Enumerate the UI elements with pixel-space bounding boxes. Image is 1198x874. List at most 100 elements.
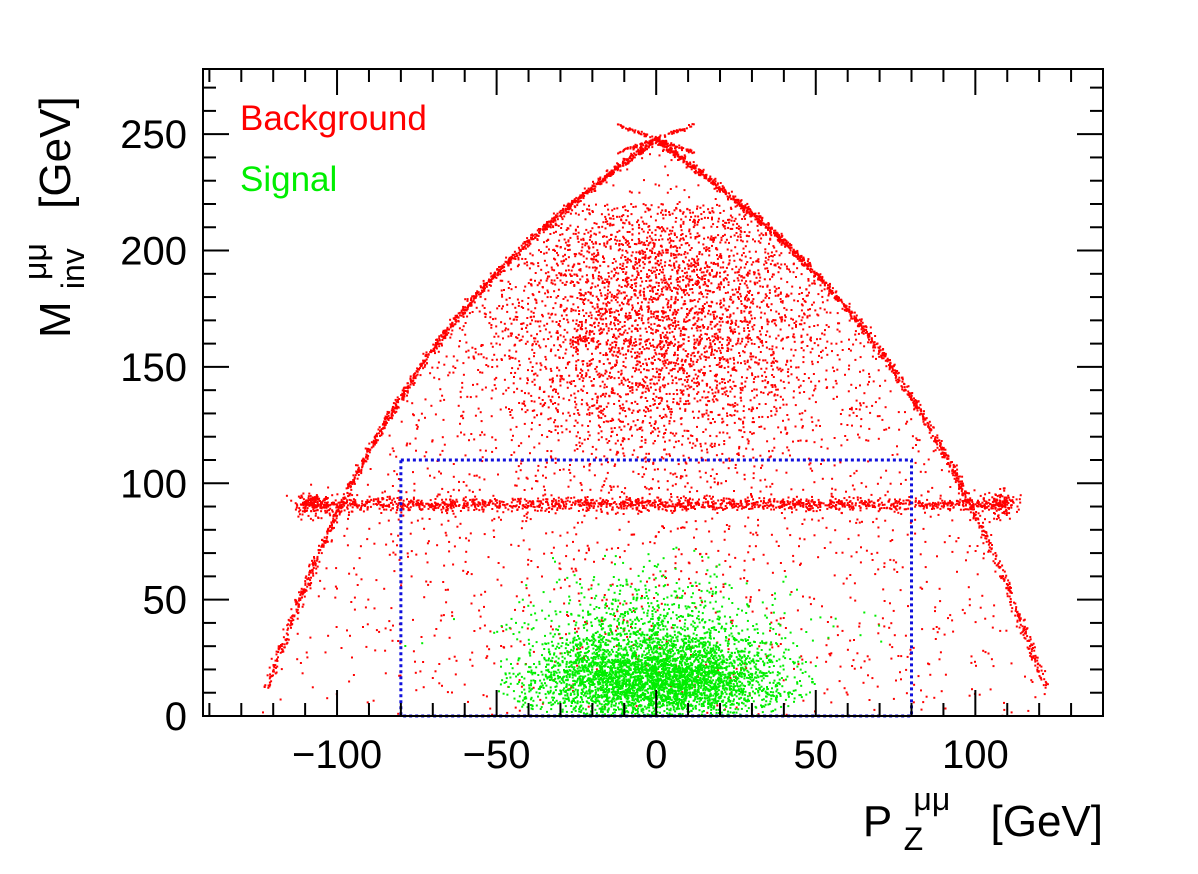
background-point (384, 504, 387, 507)
background-point (983, 504, 986, 507)
background-point (711, 517, 714, 520)
background-point (608, 308, 611, 311)
background-point (740, 203, 743, 206)
background-point (859, 509, 862, 512)
background-point (949, 509, 951, 512)
background-point (557, 403, 560, 406)
background-point (561, 262, 564, 265)
background-point (275, 653, 278, 656)
background-point (941, 456, 944, 459)
background-point (668, 392, 671, 395)
background-point (733, 500, 736, 503)
background-point (899, 502, 902, 504)
background-point (309, 494, 312, 497)
background-point (661, 508, 664, 511)
background-point (492, 277, 495, 280)
background-point (527, 501, 530, 504)
background-point (651, 140, 654, 143)
background-point (325, 496, 327, 498)
background-point (301, 605, 304, 608)
background-point (594, 189, 597, 192)
background-point (918, 406, 921, 409)
background-point (673, 154, 676, 157)
background-point (776, 500, 779, 503)
background-point (511, 497, 514, 500)
background-point (694, 166, 697, 169)
background-point (592, 507, 595, 509)
background-point (312, 567, 315, 569)
background-point (738, 286, 741, 289)
background-point (492, 274, 495, 277)
background-point (1001, 511, 1004, 514)
background-point (536, 234, 539, 237)
background-point (829, 290, 832, 292)
background-point (951, 468, 954, 471)
background-point (516, 254, 519, 257)
background-point (683, 130, 686, 132)
background-point (803, 264, 806, 267)
background-point (801, 260, 803, 263)
background-point (602, 498, 605, 501)
background-point (736, 204, 739, 207)
background-point (1018, 498, 1021, 501)
background-point (740, 503, 743, 505)
background-point (413, 375, 416, 378)
background-point (806, 263, 809, 266)
background-point (732, 498, 735, 501)
background-point (326, 501, 329, 504)
background-point (342, 493, 345, 496)
background-point (957, 477, 960, 480)
background-point (729, 227, 732, 230)
background-point (501, 267, 504, 269)
background-point (700, 506, 703, 509)
background-point (642, 149, 645, 152)
background-point (511, 257, 513, 259)
background-point (748, 408, 751, 411)
background-point (636, 144, 638, 147)
background-point (538, 424, 541, 426)
background-point (352, 500, 355, 503)
background-point (423, 359, 426, 362)
background-point (287, 638, 290, 641)
background-point (327, 486, 330, 489)
background-point (531, 343, 534, 346)
background-point (907, 499, 910, 502)
background-point (725, 238, 728, 241)
background-point (364, 447, 367, 450)
background-point (750, 408, 753, 411)
background-point (781, 505, 784, 508)
background-point (588, 505, 591, 507)
background-point (464, 500, 467, 503)
background-point (303, 595, 306, 598)
background-point (456, 314, 459, 317)
background-point (692, 211, 694, 214)
background-point (892, 505, 895, 508)
background-point (335, 506, 338, 509)
background-point (682, 147, 685, 150)
background-point (350, 481, 353, 484)
background-point (707, 502, 710, 505)
background-point (717, 499, 720, 502)
background-point (547, 271, 550, 274)
background-point (838, 499, 840, 502)
background-point (902, 502, 905, 505)
background-point (399, 498, 402, 501)
background-point (684, 155, 687, 158)
background-point (650, 143, 653, 146)
background-point (311, 499, 314, 502)
background-point (648, 144, 651, 147)
background-point (584, 191, 587, 194)
background-point (603, 383, 606, 386)
background-point (867, 503, 870, 506)
background-point (532, 234, 534, 237)
background-point (481, 286, 484, 289)
background-point (328, 512, 331, 515)
background-point (824, 504, 827, 507)
background-point (843, 505, 846, 508)
background-point (452, 317, 455, 320)
background-point (622, 500, 625, 503)
background-point (820, 501, 823, 504)
background-point (988, 498, 991, 501)
background-point (714, 180, 717, 183)
background-point (964, 498, 967, 501)
